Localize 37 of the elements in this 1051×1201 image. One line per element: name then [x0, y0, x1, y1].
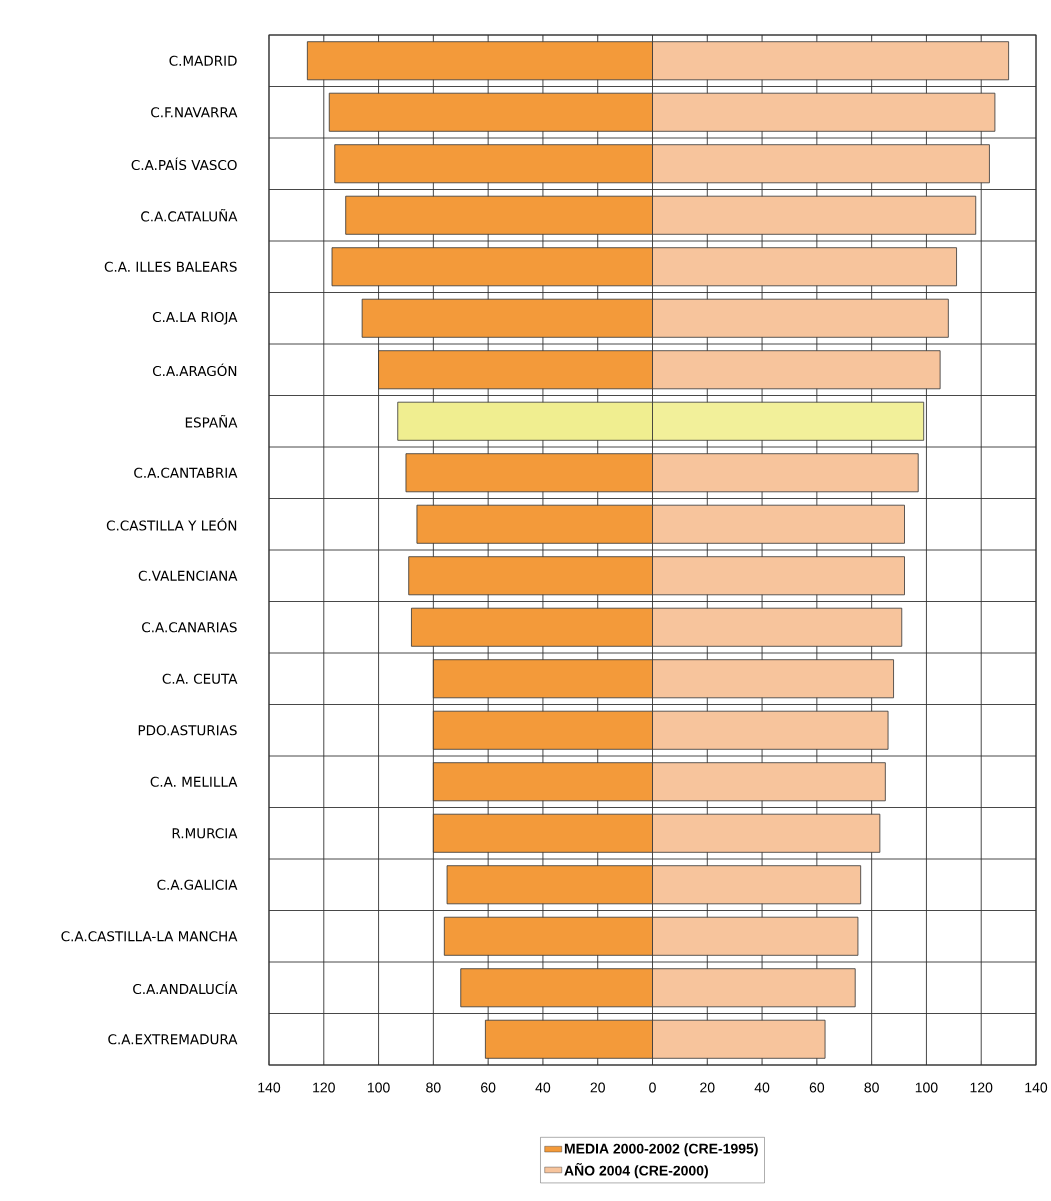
x-tick-label: 140 — [258, 1082, 281, 1093]
x-tick-label: 120 — [313, 1082, 335, 1093]
x-tick-label: 100 — [915, 1082, 938, 1093]
x-tick-label: 140 — [1025, 1082, 1048, 1093]
x-tick-label: 60 — [809, 1082, 825, 1093]
x-tick-label: 20 — [700, 1082, 715, 1093]
x-tick-label: 120 — [970, 1082, 993, 1093]
y-tick-label: C.A. CEUTA — [162, 673, 238, 684]
x-tick-label: 40 — [535, 1082, 551, 1093]
y-tick-label: C.A.PAÍS VASCO — [131, 157, 237, 171]
x-tick-label: 80 — [864, 1082, 879, 1093]
y-tick-label: C.A.GALICIA — [157, 879, 238, 890]
x-tick-label: 60 — [481, 1082, 496, 1093]
legend-label: AÑO 2004 (CRE-2000) — [564, 1162, 708, 1179]
x-tick-label: 20 — [590, 1082, 605, 1093]
y-tick-label: C.A.CANTABRIA — [134, 467, 238, 478]
y-tick-label: C.MADRID — [169, 55, 237, 66]
y-tick-label: C.A.ANDALUCÍA — [133, 981, 238, 995]
y-tick-label: C.A.CANARIAS — [142, 622, 237, 633]
y-tick-label: C.VALENCIANA — [138, 570, 238, 581]
y-tick-label: R.MURCIA — [172, 828, 238, 839]
y-tick-label: C.A.LA RIOJA — [152, 311, 238, 325]
y-tick-label: C.A.CASTILLA-LA MANCHA — [61, 931, 238, 942]
y-tick-label: C.A. MELILLA — [150, 776, 238, 787]
y-tick-label: C.A.EXTREMADURA — [108, 1034, 238, 1045]
x-tick-label: 40 — [754, 1082, 770, 1093]
x-tick-label: 80 — [426, 1082, 441, 1093]
legend-label: MEDIA 2000-2002 (CRE-1995) — [564, 1143, 758, 1157]
y-tick-label: C.F.NAVARRA — [151, 107, 238, 118]
y-tick-label: C.A. ILLES BALEARS — [104, 261, 237, 272]
y-tick-label: C.CASTILLA Y LEÓN — [106, 517, 237, 531]
y-tick-label: ESPAÑA — [185, 414, 238, 428]
x-tick-label: 0 — [649, 1082, 656, 1093]
y-tick-label: C.A.ARAGÓN — [152, 363, 237, 377]
y-tick-label: PDO.ASTURIAS — [138, 725, 237, 736]
y-tick-label: C.A.CATALUÑA — [141, 208, 238, 222]
x-tick-label: 100 — [367, 1082, 390, 1093]
